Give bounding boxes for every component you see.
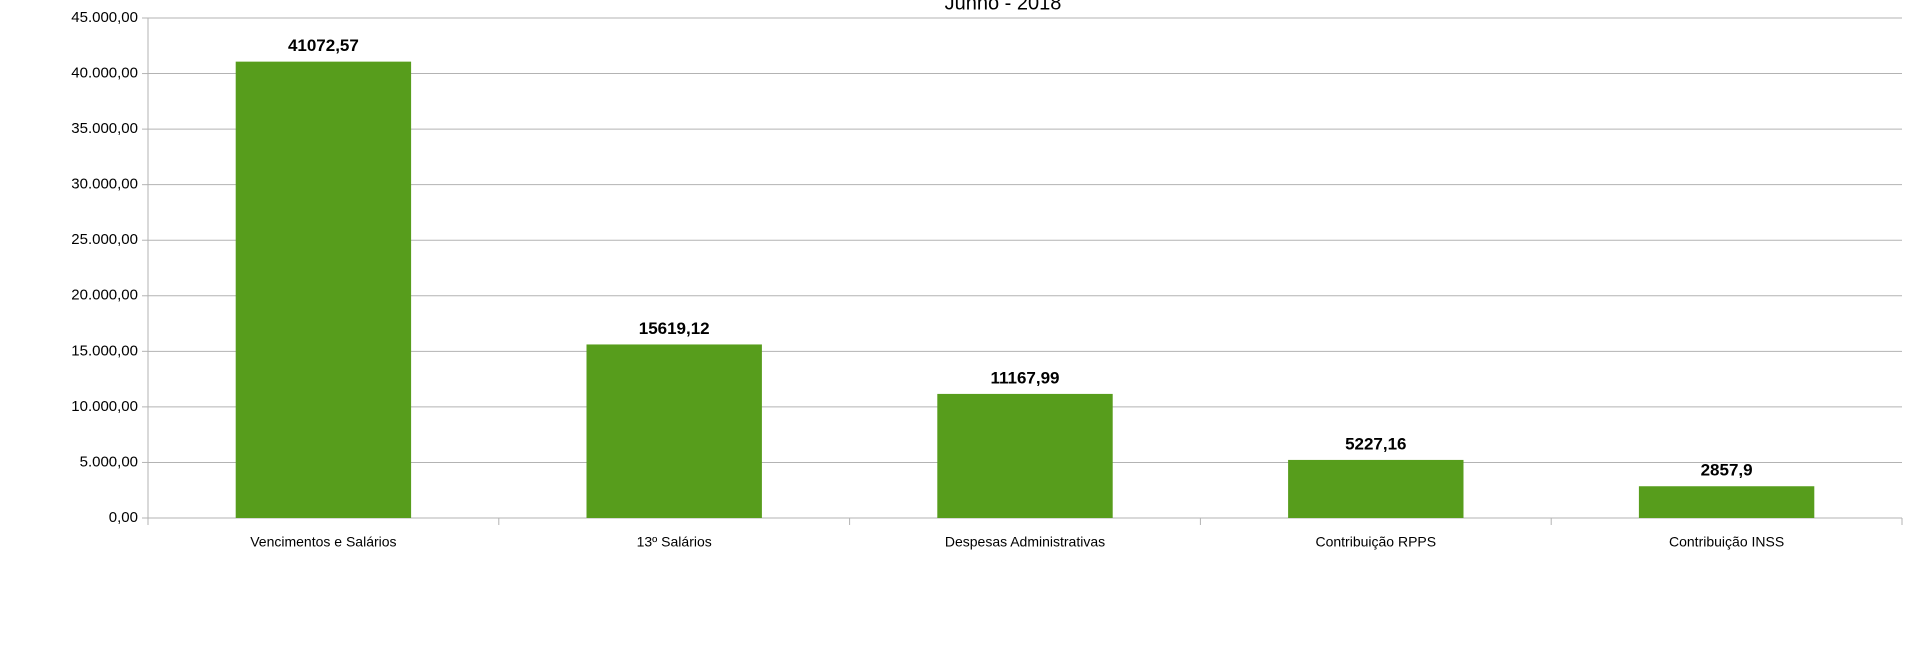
bar bbox=[937, 393, 1113, 518]
y-tick-label: 10.000,00 bbox=[71, 398, 138, 415]
value-label: 41072,57 bbox=[288, 36, 359, 55]
chart-title: Junho - 2018 bbox=[945, 0, 1062, 14]
y-tick-label: 0,00 bbox=[109, 509, 138, 526]
value-label: 15619,12 bbox=[639, 319, 710, 338]
y-tick-label: 20.000,00 bbox=[71, 287, 138, 304]
x-tick-label: Contribuição INSS bbox=[1669, 534, 1784, 550]
value-label: 2857,9 bbox=[1701, 461, 1753, 480]
y-tick-label: 45.000,00 bbox=[71, 9, 138, 26]
y-tick-label: 30.000,00 bbox=[71, 176, 138, 193]
bar bbox=[586, 344, 762, 518]
x-tick-label: Contribuição RPPS bbox=[1315, 534, 1436, 550]
y-tick-label: 25.000,00 bbox=[71, 231, 138, 248]
y-tick-label: 35.000,00 bbox=[71, 120, 138, 137]
value-label: 5227,16 bbox=[1345, 434, 1406, 453]
bar bbox=[235, 61, 412, 518]
y-tick-label: 5.000,00 bbox=[80, 453, 138, 470]
value-label: 11167,99 bbox=[990, 368, 1059, 387]
y-tick-label: 40.000,00 bbox=[71, 65, 138, 82]
bar bbox=[1638, 486, 1815, 518]
x-tick-label: 13º Salários bbox=[637, 534, 712, 550]
y-tick-label: 15.000,00 bbox=[71, 342, 138, 359]
bar bbox=[1288, 459, 1464, 518]
x-tick-label: Vencimentos e Salários bbox=[250, 534, 396, 550]
x-tick-label: Despesas Administrativas bbox=[945, 534, 1105, 550]
